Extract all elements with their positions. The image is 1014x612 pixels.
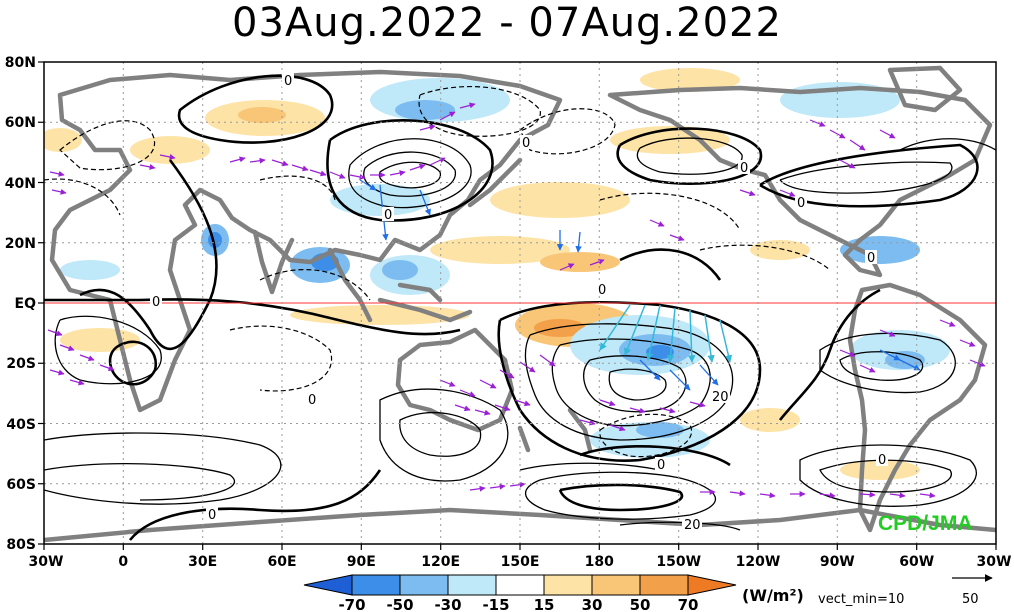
lat-label: 40N xyxy=(5,176,36,192)
colorbar-label: -50 xyxy=(386,596,413,612)
colorbar-label: 30 xyxy=(582,596,603,612)
flux-vectors-purple xyxy=(47,102,986,499)
vector-min-label: vect_min=10 xyxy=(818,592,905,607)
lat-label: 40S xyxy=(6,417,36,433)
lon-label: 120W xyxy=(736,554,781,570)
credit-label: CPD/JMA xyxy=(878,512,973,535)
colorbar-segment xyxy=(399,574,449,596)
lat-label: 80S xyxy=(6,537,36,553)
contour-label: 0 xyxy=(598,283,606,298)
colorbar-label: -30 xyxy=(434,596,461,612)
colorbar-label: 50 xyxy=(630,596,651,612)
lat-labels: 80N 60N 40N 20N EQ 20S 40S 60S 80S xyxy=(5,55,36,553)
lon-label: 60W xyxy=(899,554,934,570)
graticule xyxy=(44,62,996,544)
lon-label: 90W xyxy=(820,554,855,570)
contour-label: 0 xyxy=(797,196,805,211)
contour-label: 20 xyxy=(684,518,701,533)
lat-label: EQ xyxy=(15,296,37,312)
contour-label: 0 xyxy=(384,208,392,223)
colorbar-label: -15 xyxy=(482,596,509,612)
lon-label: 90E xyxy=(347,554,376,570)
colorbar-segment xyxy=(447,574,497,596)
colorbar-segment xyxy=(351,574,401,596)
contour-label: 0 xyxy=(740,161,748,176)
lon-label: 30W xyxy=(977,554,1012,570)
flux-vectors-cyan xyxy=(599,304,733,363)
lat-label: 80N xyxy=(5,55,36,71)
contour-label: 0 xyxy=(308,393,316,408)
contour-label-group: 0 0 0 0 0 0 0 0 0 0 20 20 0 0 xyxy=(150,73,888,533)
colorbar-label: -70 xyxy=(338,596,365,612)
colorbar-unit: (W/m²) xyxy=(742,586,804,605)
colorbar-segment xyxy=(303,574,353,596)
colorbar-segment xyxy=(495,574,545,596)
coastlines xyxy=(44,65,996,543)
contour-label: 0 xyxy=(878,453,886,468)
reference-vector-value: 50 xyxy=(962,592,979,607)
axis-ticks xyxy=(38,61,997,550)
lon-label: 30E xyxy=(188,554,217,570)
contour-label: 0 xyxy=(657,458,665,473)
lat-label: 60S xyxy=(6,477,36,493)
colorbar-labels: -70 -50 -30 -15 15 30 50 70 xyxy=(338,596,698,612)
shading-layer xyxy=(44,68,950,480)
contour-label: 0 xyxy=(867,251,875,266)
contour-label: 0 xyxy=(152,295,160,310)
lon-label: 120E xyxy=(421,554,460,570)
lat-label: 60N xyxy=(5,115,36,131)
lon-labels: 30W 0 30E 60E 90E 120E 150E 180 150W 120… xyxy=(29,554,1012,570)
lon-label: 0 xyxy=(118,554,128,570)
colorbar-segment xyxy=(591,574,641,596)
lon-label: 150E xyxy=(501,554,540,570)
colorbar-label: 15 xyxy=(534,596,555,612)
contour-label: 0 xyxy=(522,136,530,151)
colorbar-label: 70 xyxy=(678,596,699,612)
contour-label: 20 xyxy=(712,390,729,405)
contour-label: 0 xyxy=(208,508,216,523)
lon-label: 150W xyxy=(656,554,701,570)
colorbar-segment xyxy=(687,574,737,596)
lon-label: 180 xyxy=(585,554,614,570)
colorbar-segment xyxy=(639,574,689,596)
lat-label: 20S xyxy=(6,356,36,372)
map-title: 03Aug.2022 - 07Aug.2022 xyxy=(232,0,782,46)
colorbar-segment xyxy=(543,574,593,596)
lon-label: 30W xyxy=(29,554,64,570)
colorbar xyxy=(303,574,737,596)
lat-label: 20N xyxy=(5,236,36,252)
lon-label: 60E xyxy=(267,554,296,570)
contour-label: 0 xyxy=(284,74,292,89)
